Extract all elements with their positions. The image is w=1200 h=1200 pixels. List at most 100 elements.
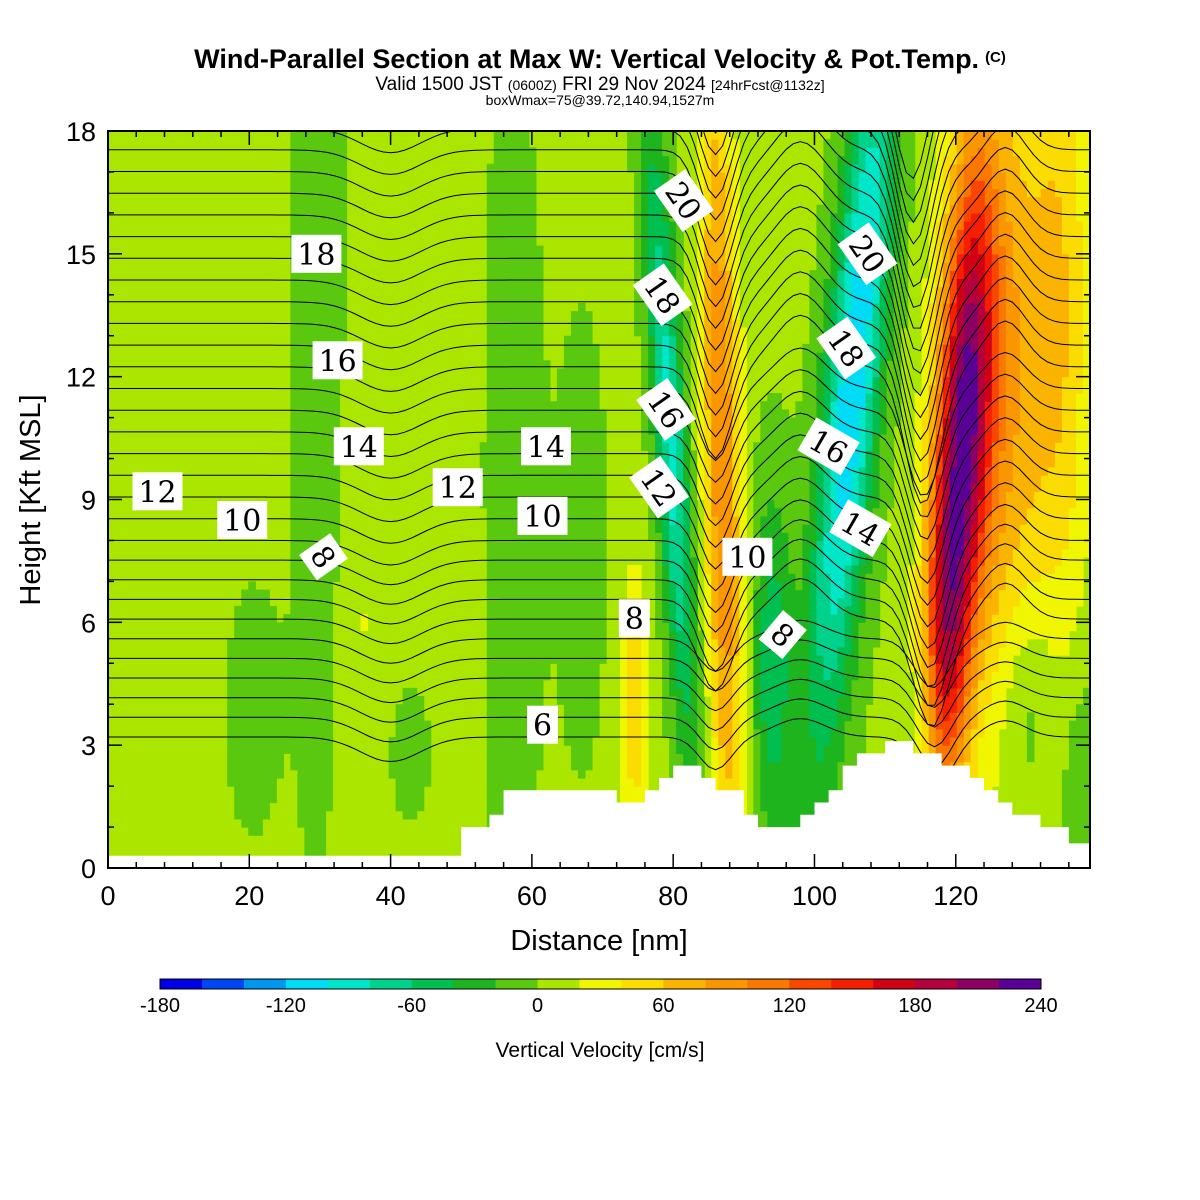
contour-label-text: 14 — [527, 430, 565, 465]
contour-label-box — [837, 222, 898, 286]
colorbar-swatch — [285, 979, 329, 989]
colorbar-swatch — [369, 979, 413, 989]
contour-label: 16 — [312, 341, 363, 380]
contour-label-box — [797, 417, 860, 476]
contour-label-box — [517, 496, 568, 535]
contour-label-box — [653, 169, 714, 232]
colorbar-swatch — [663, 979, 706, 989]
contour-label-box — [217, 501, 268, 539]
contour-label-text: 14 — [340, 430, 378, 465]
contour-label-text: 12 — [439, 471, 477, 506]
contour-label-box — [312, 341, 363, 380]
colorbar-tick-label: 180 — [898, 995, 931, 1017]
contour-label-box — [629, 455, 690, 519]
colorbar-swatch — [327, 979, 371, 989]
theta-contour-line — [108, 577, 1090, 727]
x-tick-label: 0 — [100, 881, 115, 911]
contour-label: 18 — [816, 316, 877, 380]
colorbar-tick-label: -60 — [397, 995, 426, 1017]
contour-label-box — [333, 427, 384, 466]
colorbar-swatch — [243, 979, 287, 989]
theta-contours — [108, 131, 1090, 787]
x-tick-label: 120 — [933, 881, 978, 911]
x-tick-label: 60 — [517, 881, 547, 911]
x-tick-label: 100 — [792, 881, 837, 911]
colorbar-swatch — [411, 979, 455, 989]
colorbar-swatch — [453, 979, 497, 989]
contour-label-box — [527, 705, 558, 744]
colorbar-swatch — [202, 979, 245, 989]
contour-label-text: 18 — [297, 238, 335, 273]
colorbar-label: Vertical Velocity [cm/s] — [496, 1039, 705, 1062]
colorbar-tick-label: 0 — [532, 995, 543, 1017]
valid-time-line: Valid 1500 JST (0600Z) FRI 29 Nov 2024 [… — [0, 74, 1200, 96]
colorbar-swatch — [999, 979, 1042, 989]
theta-contour-line — [108, 162, 1090, 352]
colorbar-swatch — [957, 979, 1000, 989]
chart-title: Wind-Parallel Section at Max W: Vertical… — [0, 44, 1200, 75]
x-tick-label: 40 — [376, 881, 406, 911]
colorbar-swatch — [831, 979, 874, 989]
y-tick-label: 9 — [81, 486, 96, 516]
theta-contour-line — [108, 184, 1090, 375]
contour-label: 12 — [432, 468, 483, 507]
colorbar-swatch — [495, 979, 539, 989]
colorbar-swatch — [873, 979, 916, 989]
theta-contour-line — [108, 538, 1090, 688]
y-tick-label: 18 — [66, 117, 96, 147]
terrain — [108, 741, 1090, 868]
contour-label: 18 — [291, 234, 342, 273]
theta-contour-line — [108, 558, 1090, 706]
theta-contour-line — [713, 131, 929, 180]
chart-title-text: Wind-Parallel Section at Max W: Vertical… — [194, 44, 980, 74]
colorbar-tick-label: 120 — [773, 995, 806, 1017]
theta-contour-line — [108, 131, 1090, 308]
contour-label-box — [291, 234, 342, 273]
contour-label: 14 — [333, 427, 384, 466]
theta-contour-line — [108, 141, 1090, 329]
theta-contour-line — [108, 292, 1090, 483]
contour-label: 12 — [132, 472, 183, 511]
valid-prefix: Valid 1500 JST — [375, 74, 503, 95]
theta-contour-line — [696, 131, 940, 224]
contour-label: 8 — [618, 599, 650, 638]
colorbar-swatch — [621, 979, 664, 989]
contour-label-box — [758, 610, 807, 660]
contour-label-box — [618, 599, 650, 638]
theta-contour-line — [702, 131, 934, 202]
forecast-info: [24hrFcst@1132z] — [711, 77, 825, 93]
contour-label-text: 12 — [138, 475, 176, 510]
colorbar-frame — [159, 978, 1042, 990]
theta-contour-line — [108, 314, 1090, 504]
contour-label-box — [722, 537, 773, 576]
theta-contour-line — [385, 131, 948, 245]
colorbar-tick-label: -120 — [266, 995, 306, 1017]
contour-label-box — [632, 263, 693, 327]
colorbar-swatch — [160, 979, 203, 989]
theta-contour-line — [108, 434, 1090, 585]
contour-label-text: 10 — [728, 541, 766, 576]
theta-contour-line — [108, 412, 1090, 563]
colorbar-tick-label: 60 — [652, 995, 674, 1017]
contour-label-box — [636, 378, 697, 441]
theta-contour-line — [108, 678, 1090, 748]
x-axis-label: Distance [nm] — [510, 925, 687, 957]
y-tick-label: 12 — [66, 363, 96, 393]
axes: 0 20 40 60 80 100 120 0 3 6 9 12 15 18 — [66, 117, 1091, 911]
velocity-field — [108, 131, 1090, 868]
contour-label-box — [432, 468, 483, 507]
box-info: boxWmax=75@39.72,140.94,1527m — [485, 92, 715, 108]
y-tick-label: 0 — [81, 854, 96, 884]
theta-contour-line — [108, 477, 1090, 628]
theta-contour-line — [108, 347, 1090, 496]
contour-label-box — [132, 472, 183, 511]
y-axis-label: Height [Kft MSL] — [15, 394, 47, 605]
valid-utc: (0600Z) — [507, 77, 557, 93]
contour-label: 10 — [517, 496, 568, 535]
theta-contour-line — [108, 227, 1090, 419]
theta-contour-line — [108, 369, 1090, 518]
contour-label: 6 — [527, 705, 558, 744]
colorbar-swatch — [915, 979, 958, 989]
